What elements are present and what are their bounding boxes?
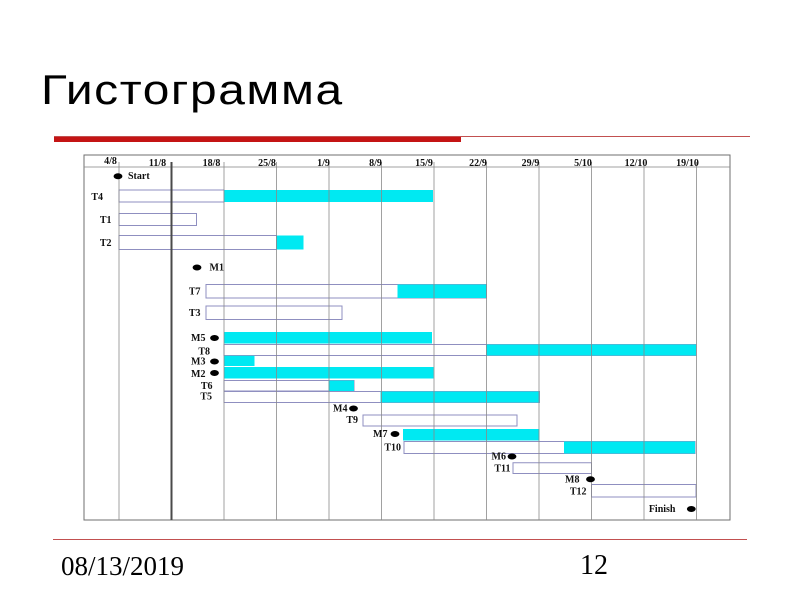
- svg-text:M1: M1: [210, 263, 224, 274]
- svg-text:11/8: 11/8: [149, 158, 166, 169]
- svg-text:T9: T9: [346, 415, 358, 426]
- svg-text:T3: T3: [189, 308, 201, 319]
- svg-text:M8: M8: [565, 474, 579, 485]
- svg-text:5/10: 5/10: [574, 158, 592, 169]
- svg-text:M6: M6: [492, 452, 506, 463]
- svg-text:T2: T2: [100, 238, 112, 249]
- svg-text:Start: Start: [128, 171, 150, 182]
- svg-text:25/8: 25/8: [258, 158, 276, 169]
- svg-text:Finish: Finish: [649, 504, 676, 515]
- svg-text:T4: T4: [91, 192, 103, 203]
- svg-text:12/10: 12/10: [625, 158, 648, 169]
- svg-text:T12: T12: [570, 487, 587, 498]
- svg-text:19/10: 19/10: [676, 158, 699, 169]
- svg-text:4/8: 4/8: [104, 156, 117, 167]
- svg-text:M2: M2: [191, 369, 205, 380]
- svg-text:T1: T1: [100, 215, 112, 226]
- svg-text:22/9: 22/9: [469, 158, 487, 169]
- svg-text:15/9: 15/9: [415, 158, 433, 169]
- svg-text:T10: T10: [384, 443, 401, 454]
- svg-text:29/9: 29/9: [522, 158, 540, 169]
- svg-text:M4: M4: [333, 404, 347, 415]
- svg-text:1/9: 1/9: [317, 158, 330, 169]
- svg-text:T5: T5: [200, 392, 212, 403]
- svg-text:T8: T8: [198, 347, 210, 358]
- svg-text:M3: M3: [191, 357, 205, 368]
- svg-text:18/8: 18/8: [203, 158, 221, 169]
- svg-text:T7: T7: [189, 287, 201, 298]
- svg-text:8/9: 8/9: [369, 158, 382, 169]
- svg-text:T6: T6: [201, 381, 213, 392]
- svg-text:M5: M5: [191, 333, 205, 344]
- svg-text:T11: T11: [494, 464, 510, 475]
- svg-text:M7: M7: [373, 429, 387, 440]
